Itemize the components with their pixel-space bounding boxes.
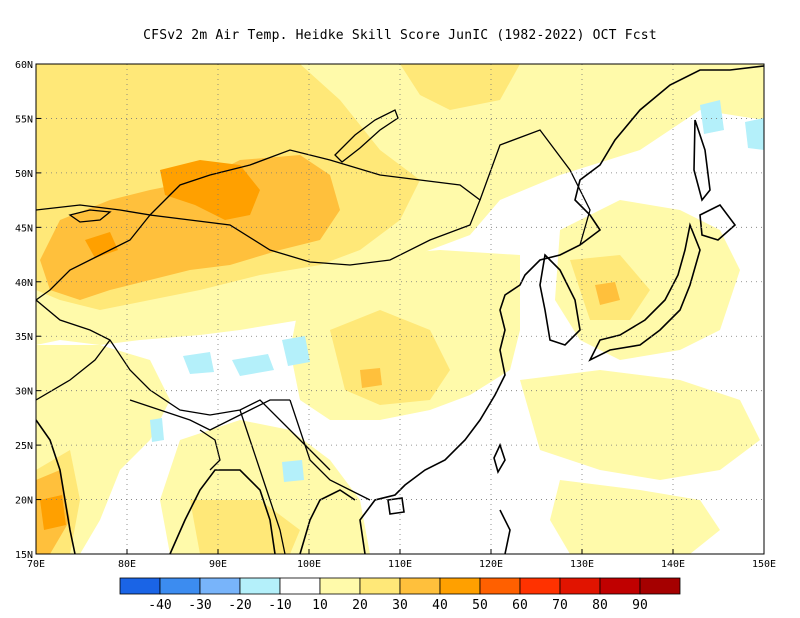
colorbar-bin [319, 577, 361, 595]
border-bangladesh [199, 429, 221, 471]
coastlines [36, 65, 764, 554]
coastline-hainan [387, 497, 405, 515]
score-region-light [520, 370, 760, 480]
coastline-bay-of-bengal [169, 469, 276, 554]
y-tick-label: 30N [15, 387, 33, 398]
x-tick-label: 80E [118, 559, 136, 570]
score-region-mid [400, 64, 520, 110]
colorbar-label: -10 [268, 598, 291, 613]
coastline-japan [588, 222, 701, 362]
colorbar-label: 30 [392, 598, 408, 613]
colorbar-bin [119, 577, 161, 595]
x-tick-label: 150E [752, 559, 776, 570]
score-region-negative [282, 336, 310, 366]
x-tick-label: 110E [388, 559, 412, 570]
lake-balkhash [68, 209, 112, 223]
score-region-high [595, 282, 620, 305]
coastline-korea [539, 253, 581, 346]
score-region-negative [700, 100, 724, 134]
score-region-light [550, 480, 720, 554]
border-southeast-asia [289, 399, 371, 501]
colorbar-label: 80 [592, 598, 608, 613]
colorbar-bin [359, 577, 401, 595]
score-region-mid [330, 310, 450, 405]
score-region-peak [160, 160, 260, 220]
colorbar-bin [239, 577, 281, 595]
score-region-negative [183, 352, 214, 374]
colorbar-labels: -40 -30 -20 -10 10 20 30 40 50 60 70 80 90 [148, 598, 648, 613]
y-tick-label: 45N [15, 223, 33, 234]
colorbar-bin [159, 577, 201, 595]
lake-baikal [334, 109, 399, 163]
colorbar-bins [119, 577, 681, 595]
coastline-philippines [499, 509, 511, 554]
y-tick-label: 55N [15, 114, 33, 125]
colorbar-label: -40 [148, 598, 171, 613]
score-region-negative [232, 354, 274, 376]
colorbar-bin [599, 577, 641, 595]
score-region-negative [282, 460, 304, 482]
colorbar-bin [559, 577, 601, 595]
score-region-high [360, 368, 382, 388]
coastline-taiwan [493, 442, 506, 475]
colorbar-label: 50 [472, 598, 488, 613]
colorbar-label: 60 [512, 598, 528, 613]
score-region-negative [745, 118, 764, 150]
border-india-pakistan [36, 339, 111, 401]
border-himalaya [129, 399, 290, 431]
colorbar-bin [399, 577, 441, 595]
colorbar-bin [199, 577, 241, 595]
colorbar-bin [639, 577, 681, 595]
colorbar-bin [519, 577, 561, 595]
border-myanmar [239, 409, 286, 554]
x-tick-label: 140E [661, 559, 685, 570]
colorbar-label: 10 [312, 598, 328, 613]
y-tick-label: 60N [15, 60, 33, 71]
colorbar-label: 20 [352, 598, 368, 613]
y-tick-label: 25N [15, 441, 33, 452]
coastline-india [36, 419, 76, 554]
colorbar-label: -30 [188, 598, 211, 613]
y-tick-label: 35N [15, 332, 33, 343]
x-tick-label: 130E [570, 559, 594, 570]
colorbar-bin [279, 577, 321, 595]
coastline-sakhalin [693, 119, 711, 202]
colorbar-label: -20 [228, 598, 251, 613]
coastline-asia-east [359, 65, 764, 554]
border-central-asia [36, 299, 331, 471]
score-region-peak [85, 232, 118, 258]
x-tick-label: 100E [297, 559, 321, 570]
coastline-indochina [299, 489, 356, 554]
x-tick-label: 120E [479, 559, 503, 570]
colorbar-label: 90 [632, 598, 648, 613]
colorbar-bin [479, 577, 521, 595]
score-region-peak [40, 495, 66, 530]
x-tick-label: 90E [209, 559, 227, 570]
y-tick-label: 50N [15, 169, 33, 180]
y-tick-label: 20N [15, 496, 33, 507]
coastline-hokkaido [699, 203, 737, 241]
border-kazakhstan [36, 204, 152, 301]
colorbar-bin [439, 577, 481, 595]
colorbar-label: 70 [552, 598, 568, 613]
lakes [68, 109, 399, 223]
colorbar-label: 40 [432, 598, 448, 613]
map-axes: 70E 80E 90E 100E 110E 120E 130E 140E 150E 60N 55N 5… [15, 60, 776, 570]
border-russia-china [479, 129, 591, 246]
borders [36, 129, 591, 554]
x-tick-label: 70E [27, 559, 45, 570]
score-region-high [40, 155, 340, 300]
y-tick-label: 15N [15, 550, 33, 561]
map-title: CFSv2 2m Air Temp. Heidke Skill Score Ju… [143, 28, 657, 43]
y-tick-label: 40N [15, 278, 33, 289]
map-gridlines [36, 64, 764, 554]
score-region-negative [150, 418, 164, 442]
